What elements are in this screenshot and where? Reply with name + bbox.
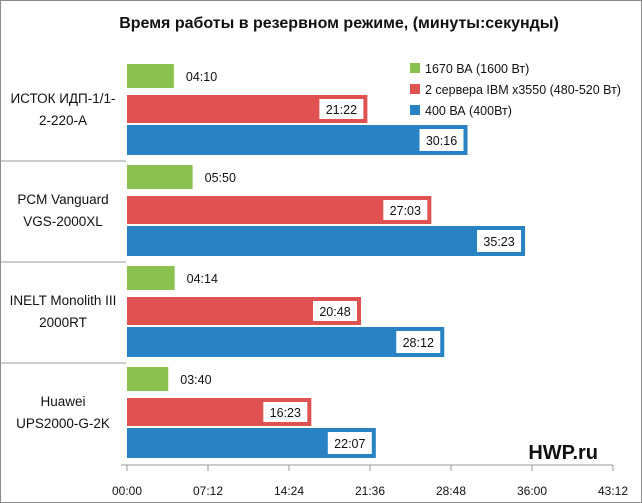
- category-label: PCM Vanguard: [17, 192, 108, 207]
- bar-value-box: [396, 331, 441, 353]
- category-label: Huawei: [40, 394, 85, 409]
- bar: [127, 196, 432, 224]
- bar: [127, 64, 174, 88]
- bar-value-box: [327, 432, 372, 454]
- category-label: ИСТОК ИДП-1/1-: [10, 91, 115, 106]
- legend-swatch: [410, 105, 420, 115]
- bar: [127, 266, 175, 290]
- legend-swatch: [410, 63, 420, 73]
- bar-value-box: [313, 301, 357, 321]
- category-label: VGS-2000XL: [23, 214, 103, 229]
- bar-value-box: [383, 200, 428, 220]
- legend-label: 2 сервера IBM x3550 (480-520 Вт): [425, 83, 621, 97]
- bar-value-label: 04:14: [187, 272, 218, 286]
- bar-value-label: 28:12: [403, 336, 434, 350]
- chart-title: Время работы в резервном режиме, (минуты…: [119, 15, 559, 32]
- bar-value-box: [419, 129, 464, 151]
- category-label: UPS2000-G-2K: [16, 416, 110, 431]
- bar-value-label: 21:22: [326, 103, 357, 117]
- bar-value-label: 22:07: [334, 437, 365, 451]
- bar-value-label: 35:23: [483, 235, 514, 249]
- category-label: INELT Monolith III: [10, 293, 117, 308]
- x-tick-label: 28:48: [436, 484, 466, 498]
- bar: [127, 125, 468, 155]
- bar-value-label: 05:50: [205, 171, 236, 185]
- bar-value-box: [477, 230, 522, 252]
- bar: [127, 226, 526, 256]
- legend-label: 1670 ВА (1600 Вт): [425, 62, 529, 76]
- bar: [127, 367, 169, 391]
- bar-value-label: 20:48: [319, 305, 350, 319]
- bar-value-box: [263, 402, 308, 422]
- legend-label: 400 ВА (400Вт): [425, 104, 512, 118]
- x-tick-label: 14:24: [274, 484, 304, 498]
- legend-swatch: [410, 84, 420, 94]
- x-tick-label: 21:36: [355, 484, 385, 498]
- bar-value-label: 16:23: [270, 406, 301, 420]
- bar-value-label: 03:40: [180, 373, 211, 387]
- category-label: 2-220-А: [39, 113, 87, 128]
- x-tick-label: 43:12: [598, 484, 628, 498]
- x-tick-label: 00:00: [112, 484, 142, 498]
- bar-value-label: 30:16: [426, 134, 457, 148]
- watermark-logo: HWP.ru: [528, 442, 598, 464]
- bar: [127, 327, 445, 357]
- bar-value-box: [319, 99, 364, 119]
- bar-value-label: 27:03: [390, 204, 421, 218]
- category-label: 2000RT: [39, 315, 87, 330]
- x-tick-label: 07:12: [193, 484, 223, 498]
- bar: [127, 165, 193, 189]
- x-tick-label: 36:00: [517, 484, 547, 498]
- bar-value-label: 04:10: [186, 70, 217, 84]
